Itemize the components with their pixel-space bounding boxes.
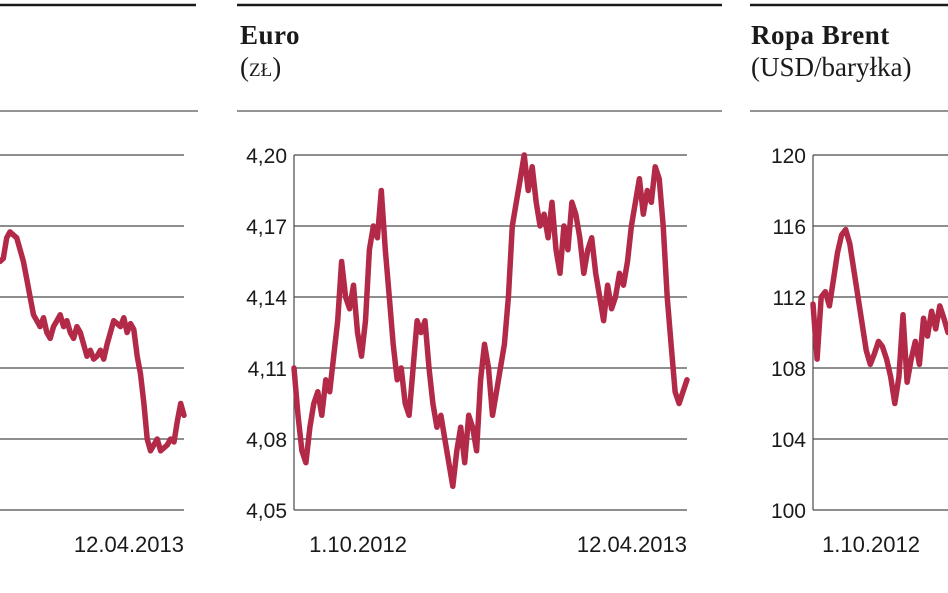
chart-1: 12.04.2013 [0,154,187,557]
chart-2-y-tick-label: 4,20 [246,145,287,168]
chart-2-title: Euro [240,20,301,50]
chart-2-y-tick-label: 4,11 [248,358,287,381]
chart-3-subtitle-text: (USD/baryłka) [751,52,912,82]
chart-3-title: Ropa Brent [751,20,890,50]
chart-2-x-label-last: 12.04.2013 [577,532,687,557]
chart-3-series-line [810,226,948,407]
chart-3-y-tick-label: 112 [773,287,806,310]
chart-1-series-line [0,229,187,454]
chart-3-y-tick-label: 104 [771,429,806,452]
chart-3-y-tick-label: 120 [771,145,806,168]
chart-2: 4,05 4,08 4,11 4,14 4,17 4,20 1.10.2012 12.04.2… [246,145,690,557]
chart-3-y-tick-label: 116 [773,216,806,239]
chart-2-y-tick-label: 4,14 [246,287,287,310]
chart-2-subtitle: (zł) [240,52,281,83]
chart-3: 100 104 108 112 116 120 1.10.2012 [771,145,948,557]
chart-2-x-label-first: 1.10.2012 [309,532,407,557]
chart-2-subtitle-text: (zł) [240,52,282,82]
panel-rules [0,3,948,112]
chart-3-subtitle: (USD/baryłka) [751,52,911,83]
chart-2-y-tick-label: 4,05 [246,500,287,523]
chart-2-series-line [291,152,690,490]
chart-3-y-tick-label: 100 [771,500,806,523]
chart-3-x-label-first: 1.10.2012 [822,532,920,557]
chart-1-x-label-last: 12.04.2013 [74,532,184,557]
chart-2-y-tick-label: 4,17 [246,216,287,239]
chart-3-y-tick-label: 108 [771,358,806,381]
chart-2-y-tick-label: 4,08 [246,429,287,452]
